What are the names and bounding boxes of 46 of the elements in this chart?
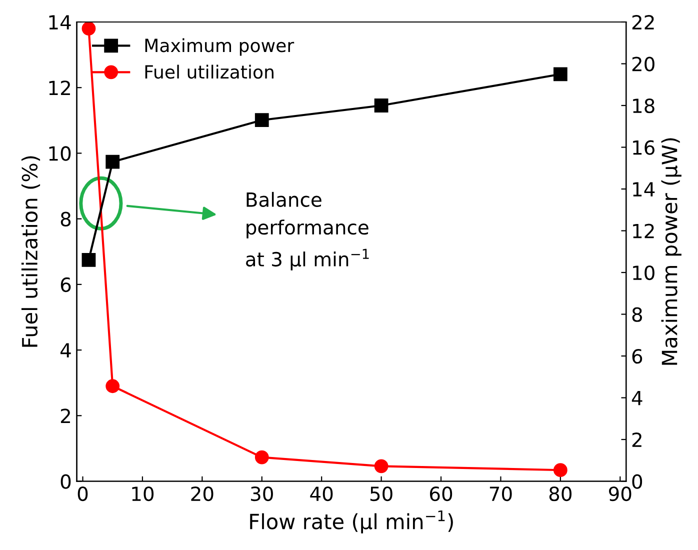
y2-tick-label: 16 [633, 140, 654, 155]
x-tick-label: 40 [310, 486, 333, 502]
y-tick-label: 12 [49, 80, 70, 95]
y2-axis-title: Maximum power (μW) [661, 138, 682, 365]
y2-tick-label: 14 [633, 182, 655, 196]
x-tick-label: 20 [191, 486, 214, 502]
y2-tick-label: 6 [632, 348, 642, 364]
point [106, 154, 120, 169]
y2-tick-label: 20 [632, 56, 654, 72]
y-tick-label: 14 [49, 15, 71, 30]
y-tick-label: 6 [60, 277, 71, 292]
point [374, 98, 388, 112]
x-tick-label: 10 [132, 486, 154, 502]
y-tick-label: 0 [60, 474, 71, 489]
y2-tick-label: 0 [632, 474, 642, 489]
annotation: Balance performance at 3 μl min$^{−1}$ [246, 192, 369, 270]
y2-tick-label: 22 [632, 14, 654, 30]
legend-label: Fuel utilization [145, 64, 274, 79]
y2-tick-label: 10 [633, 265, 654, 280]
y-axis-title: Fuel utilization (%) [21, 156, 40, 347]
x-tick-label: 90 [608, 486, 632, 502]
point [254, 113, 269, 128]
point [82, 22, 96, 36]
x-tick-label: 30 [250, 486, 273, 502]
point [106, 379, 120, 394]
x-tick-label: 60 [430, 486, 452, 502]
y-tick-label: 10 [49, 146, 71, 161]
y-tick-label: 2 [60, 408, 70, 424]
point [374, 459, 388, 474]
point [553, 67, 568, 82]
x-tick-label: 50 [370, 486, 392, 502]
y2-tick-label: 2 [632, 432, 642, 447]
x-tick-label: 70 [490, 486, 512, 502]
legend-label: Maximum power [145, 38, 294, 56]
y2-tick-label: 8 [632, 307, 642, 322]
x-tick-label: 80 [549, 486, 572, 502]
point [553, 463, 568, 478]
y-tick-label: 8 [60, 212, 71, 226]
y2-tick-label: 4 [632, 390, 642, 406]
y2-tick-label: 18 [633, 98, 654, 114]
y2-tick-label: 12 [633, 224, 654, 238]
x-tick-label: 0 [78, 486, 88, 502]
point [254, 450, 269, 464]
y-tick-label: 4 [60, 343, 71, 358]
x-axis-title: Flow rate (μl min$^{−1}$) [250, 510, 453, 534]
point [82, 253, 96, 267]
